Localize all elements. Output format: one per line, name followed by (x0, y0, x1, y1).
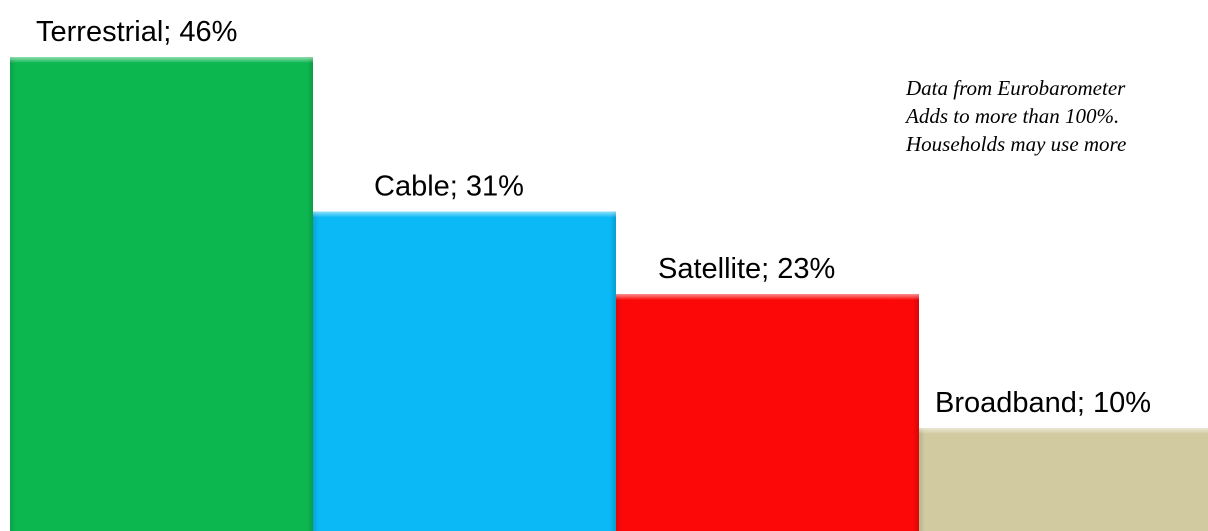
data-label-satellite: Satellite; 23% (658, 253, 835, 285)
bar-cable (313, 211, 616, 531)
bar-bevel (313, 211, 616, 218)
bar-bevel (610, 211, 616, 531)
bar-bevel (307, 57, 313, 531)
note-line: Households may use more (906, 132, 1127, 156)
bar-bevel (919, 427, 925, 531)
bar-terrestrial (10, 57, 313, 531)
data-label-broadband: Broadband; 10% (935, 387, 1151, 419)
bar-satellite (616, 294, 919, 531)
data-label-terrestrial: Terrestrial; 46% (36, 16, 237, 48)
bar-bevel (616, 294, 919, 300)
note-line: Data from Eurobarometer (906, 76, 1126, 100)
data-label-cable: Cable; 31% (374, 171, 524, 203)
bar-bevel (913, 294, 919, 531)
bar-bevel (10, 57, 16, 531)
data-labels-layer: Terrestrial; 46% Cable; 31% Satellite; 23%… (36, 16, 1151, 419)
bar-broadband (919, 427, 1208, 531)
bar-terrestrial-body (10, 57, 313, 531)
note-line: Adds to more than 100%. (906, 104, 1120, 128)
bar-bevel (919, 427, 1208, 434)
bars-layer (10, 57, 1208, 531)
bar-bevel (313, 211, 319, 531)
bar-broadband-body (919, 427, 1208, 531)
bar-satellite-body (616, 294, 919, 531)
bar-cable-body (313, 211, 616, 531)
bar-bevel (616, 294, 622, 531)
chart-note: Data from Eurobarometer Adds to more tha… (906, 74, 1208, 158)
bar-bevel (10, 57, 313, 63)
